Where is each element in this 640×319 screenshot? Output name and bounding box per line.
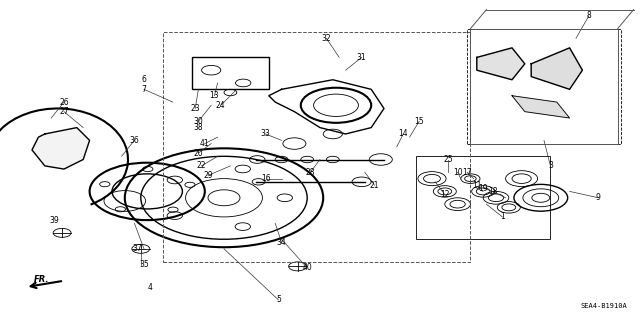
Bar bbox=[192, 57, 269, 89]
Polygon shape bbox=[512, 96, 570, 118]
Text: 39: 39 bbox=[49, 216, 60, 225]
Bar bbox=[467, 29, 621, 144]
Text: 38: 38 bbox=[193, 123, 204, 132]
Text: 19: 19 bbox=[478, 184, 488, 193]
Text: 21: 21 bbox=[370, 181, 379, 189]
Text: 12: 12 bbox=[440, 190, 449, 199]
Text: 27: 27 bbox=[59, 107, 69, 116]
Text: 24: 24 bbox=[216, 101, 226, 110]
Text: 5: 5 bbox=[276, 295, 281, 304]
Text: 34: 34 bbox=[276, 238, 287, 247]
Polygon shape bbox=[531, 48, 582, 89]
Text: 17: 17 bbox=[462, 168, 472, 177]
Text: 37: 37 bbox=[132, 244, 143, 253]
Text: 15: 15 bbox=[414, 117, 424, 126]
Text: 16: 16 bbox=[260, 174, 271, 183]
Text: 7: 7 bbox=[141, 85, 147, 94]
Text: FR.: FR. bbox=[34, 275, 49, 284]
Text: 28: 28 bbox=[306, 168, 315, 177]
Text: 31: 31 bbox=[356, 53, 367, 62]
Text: 14: 14 bbox=[398, 130, 408, 138]
Text: 10: 10 bbox=[452, 168, 463, 177]
Text: 6: 6 bbox=[141, 75, 147, 84]
Bar bbox=[416, 156, 550, 239]
Text: 4: 4 bbox=[148, 283, 153, 292]
Text: SEA4-B1910A: SEA4-B1910A bbox=[580, 303, 627, 309]
Text: 22: 22 bbox=[197, 161, 206, 170]
Text: 13: 13 bbox=[209, 91, 220, 100]
Text: 23: 23 bbox=[190, 104, 200, 113]
Text: 30: 30 bbox=[193, 117, 204, 126]
Text: 36: 36 bbox=[129, 136, 140, 145]
Text: 1: 1 bbox=[500, 212, 505, 221]
Text: 26: 26 bbox=[59, 98, 69, 107]
Text: 40: 40 bbox=[302, 263, 312, 272]
Text: 41: 41 bbox=[200, 139, 210, 148]
Text: 11: 11 bbox=[472, 181, 481, 189]
Bar bbox=[163, 32, 470, 262]
Text: 8: 8 bbox=[586, 11, 591, 20]
Text: 35: 35 bbox=[139, 260, 149, 269]
Text: 18: 18 bbox=[488, 187, 497, 196]
Text: 33: 33 bbox=[260, 130, 271, 138]
Text: 32: 32 bbox=[321, 34, 332, 43]
Text: 29: 29 bbox=[203, 171, 213, 180]
Text: 25: 25 bbox=[443, 155, 453, 164]
Text: 20: 20 bbox=[193, 149, 204, 158]
Text: 9: 9 bbox=[596, 193, 601, 202]
Polygon shape bbox=[32, 128, 90, 169]
Polygon shape bbox=[477, 48, 525, 80]
Text: 3: 3 bbox=[548, 161, 553, 170]
